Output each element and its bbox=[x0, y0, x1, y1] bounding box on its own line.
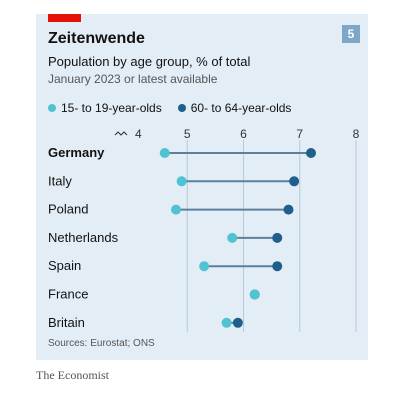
source-note: Sources: Eurostat; ONS bbox=[48, 338, 155, 349]
category-label: Britain bbox=[48, 315, 85, 330]
dot-60-64 bbox=[232, 317, 243, 328]
chart-panel: 5 Zeitenwende Population by age group, %… bbox=[36, 14, 368, 360]
x-tick-label: 6 bbox=[240, 127, 247, 141]
chart-number-badge: 5 bbox=[342, 25, 360, 43]
dot-60-64 bbox=[306, 148, 316, 158]
legend-item-old: 60- to 64-year-olds bbox=[177, 101, 292, 115]
category-label: Netherlands bbox=[48, 230, 119, 245]
x-tick-label: 7 bbox=[296, 127, 303, 141]
category-label: Spain bbox=[48, 258, 81, 273]
dot-15-19 bbox=[171, 204, 181, 215]
legend-dot-young bbox=[48, 104, 56, 112]
chart-subtitle: Population by age group, % of total bbox=[48, 54, 251, 69]
x-tick-label: 5 bbox=[184, 127, 191, 141]
dot-15-19 bbox=[159, 148, 170, 158]
legend-dot-old bbox=[177, 104, 186, 112]
category-label: Poland bbox=[48, 202, 88, 217]
dumbbell-chart: 4 5 6 7 8 Germany Italy Poland Netherlands Spain F… bbox=[48, 127, 360, 332]
dot-15-19 bbox=[227, 232, 238, 243]
chart-title: Zeitenwende bbox=[48, 30, 145, 47]
dot-15-19 bbox=[199, 261, 210, 272]
legend-label-young: 15- to 19-year-olds bbox=[61, 101, 162, 115]
dot-60-64 bbox=[283, 204, 294, 215]
dot-60-64 bbox=[272, 232, 283, 243]
dot-15-19 bbox=[176, 176, 187, 187]
brand-red-tag bbox=[48, 14, 81, 22]
chart-note: January 2023 or latest available bbox=[48, 72, 218, 86]
dot-60-64 bbox=[272, 261, 283, 272]
dot-15-19 bbox=[249, 289, 260, 300]
publisher-credit: The Economist bbox=[36, 368, 109, 382]
category-label: Germany bbox=[48, 145, 105, 160]
category-label: Italy bbox=[48, 173, 72, 188]
dot-60-64 bbox=[289, 176, 300, 187]
dot-15-19 bbox=[221, 317, 232, 328]
x-tick-label: 8 bbox=[353, 127, 360, 141]
legend: 15- to 19-year-olds 60- to 64-year-olds bbox=[48, 100, 307, 116]
legend-label-old: 60- to 64-year-olds bbox=[190, 101, 292, 115]
axis-break-icon bbox=[114, 131, 128, 136]
x-tick-label: 4 bbox=[135, 127, 142, 141]
legend-item-young: 15- to 19-year-olds bbox=[48, 101, 162, 115]
category-label: France bbox=[48, 287, 88, 302]
